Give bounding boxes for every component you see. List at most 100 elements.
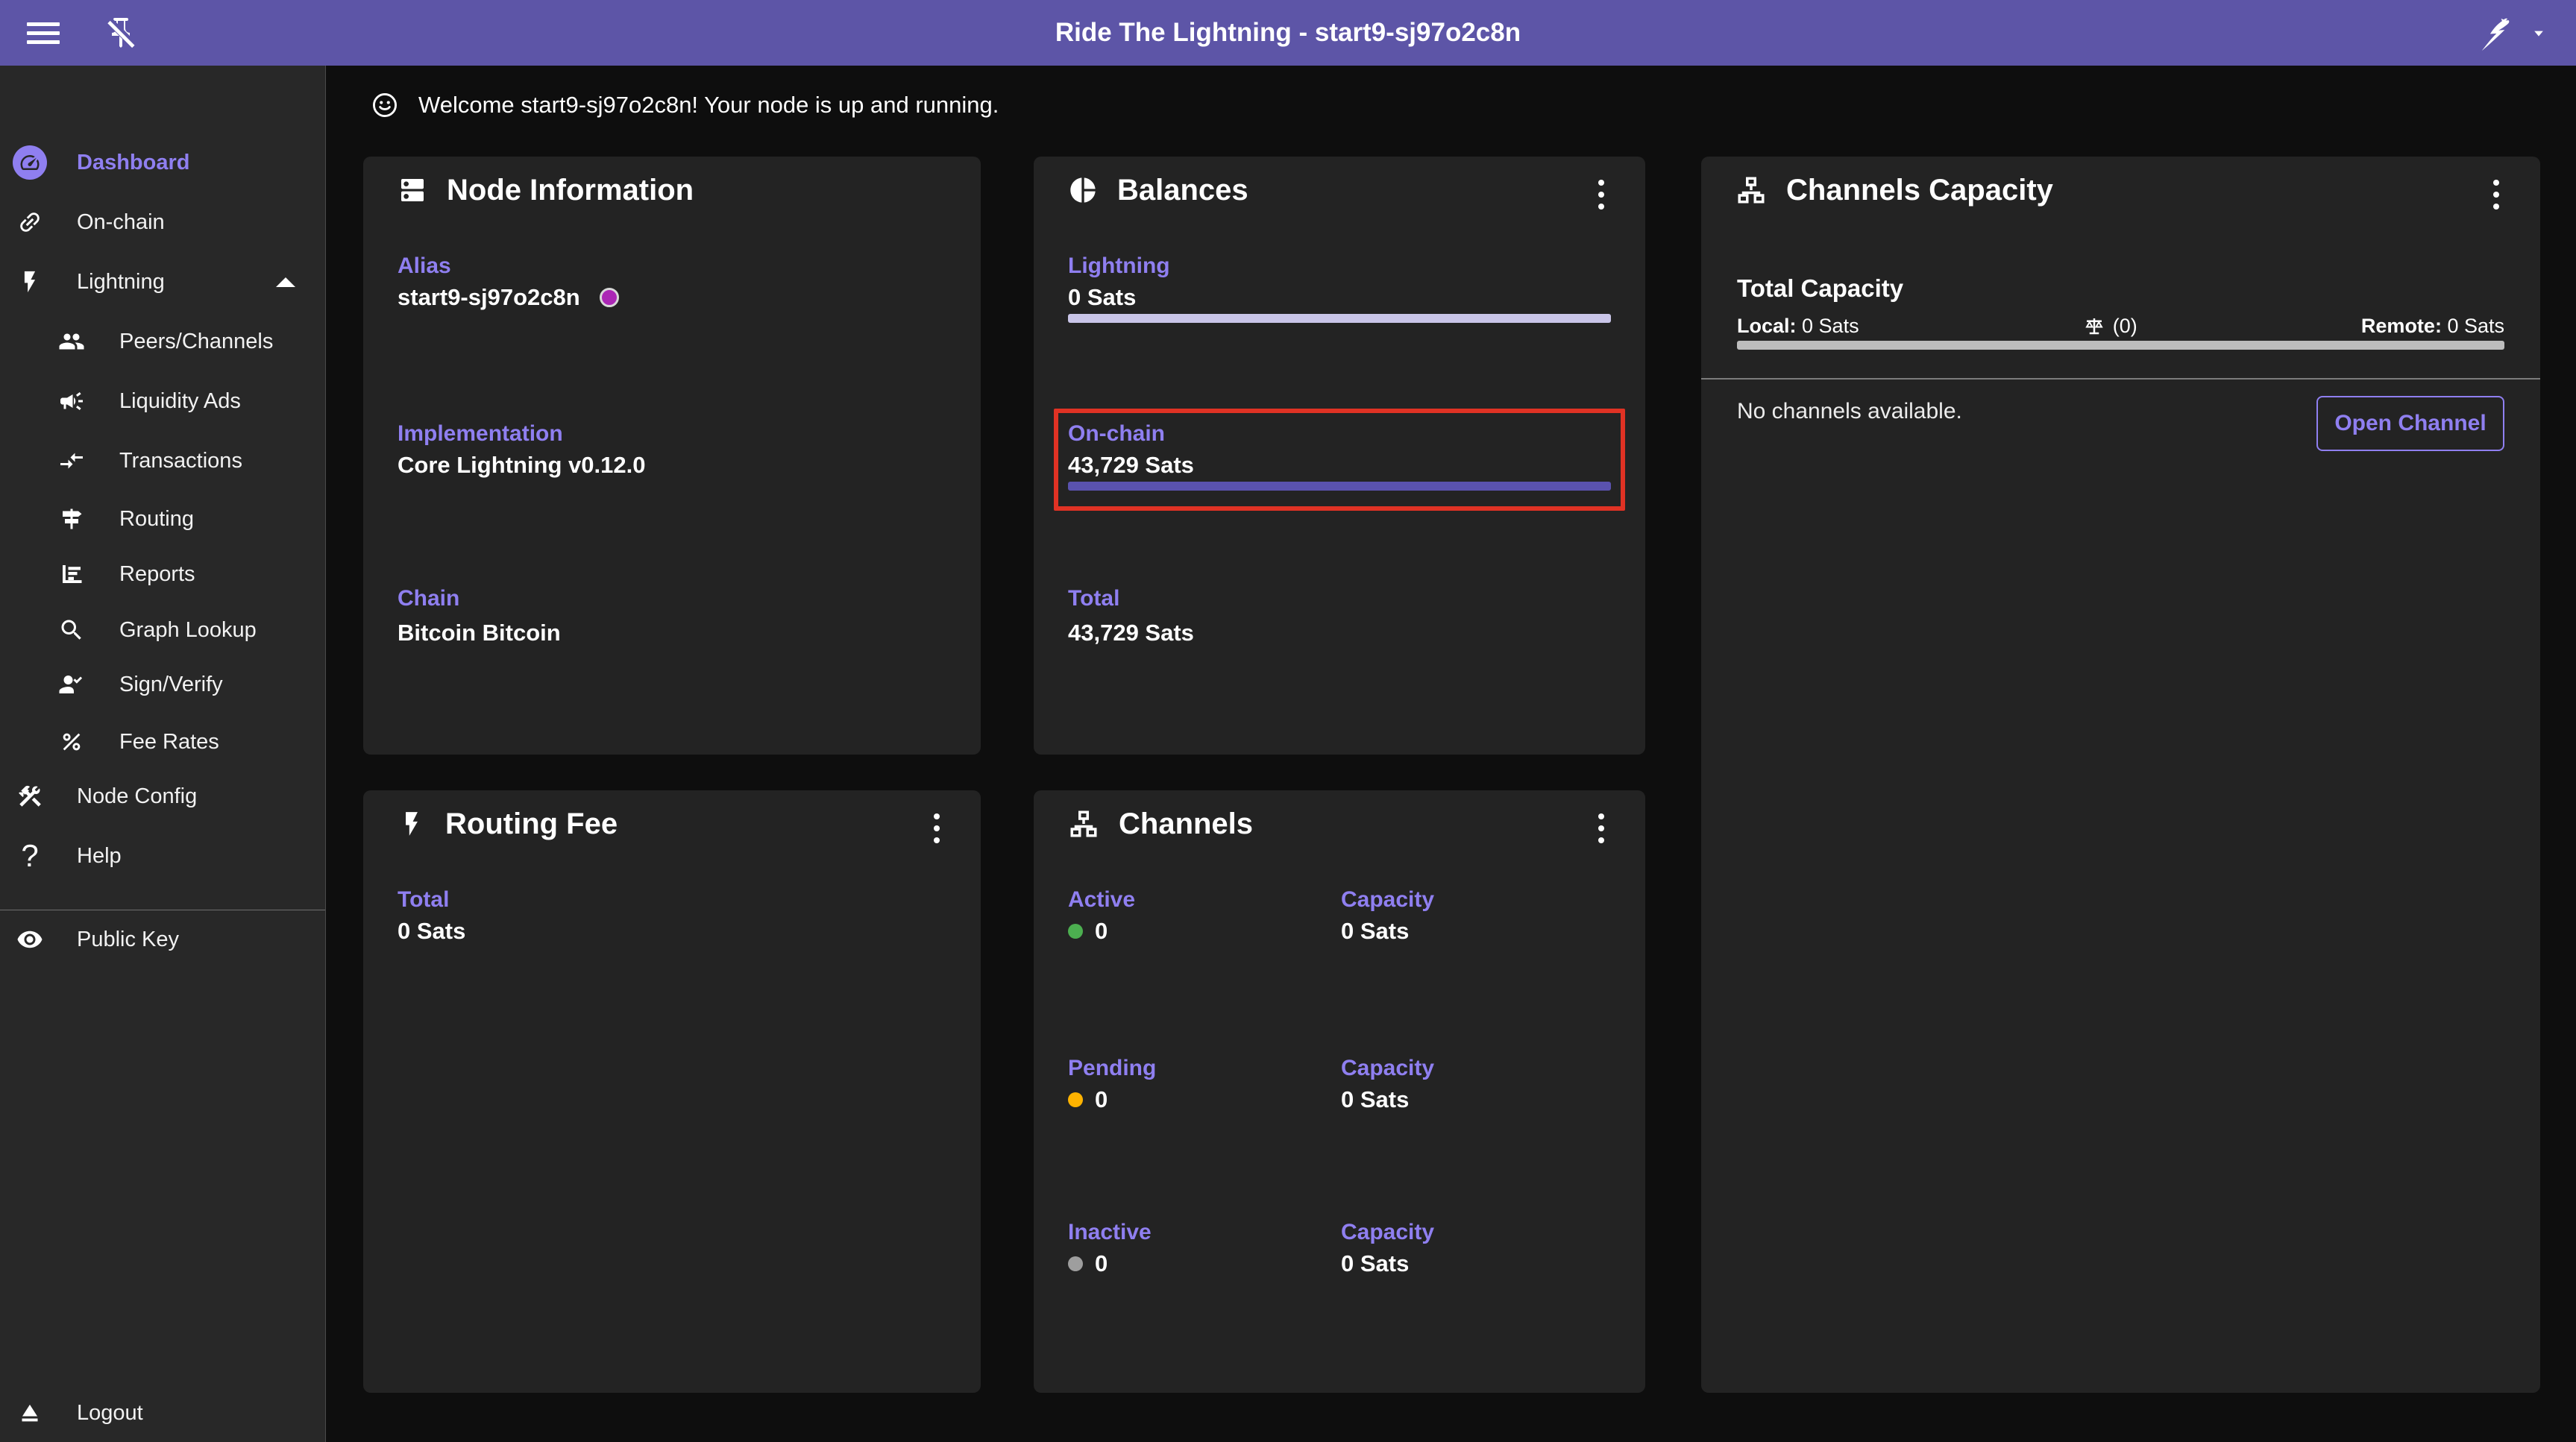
- percent-icon: [58, 728, 85, 755]
- inactive-channels-count: 0: [1068, 1248, 1108, 1279]
- balance-scale-icon: [2083, 315, 2105, 337]
- sidebar-item-label: Public Key: [77, 927, 180, 951]
- lightning-bolt-icon: [398, 810, 426, 838]
- chevron-up-icon: [276, 277, 295, 287]
- sidebar-item-label: Dashboard: [77, 150, 190, 174]
- sidebar-item-graph-lookup[interactable]: Graph Lookup: [0, 601, 325, 659]
- capacity-value: 0 Sats: [1341, 918, 1410, 944]
- capacity-row: Local: 0 Sats (0) Remote: 0 Sats: [1737, 311, 2504, 341]
- sidebar-item-label: Sign/Verify: [119, 672, 223, 696]
- capacity-bar: [1737, 341, 2504, 350]
- network-schema-icon: [1735, 174, 1767, 206]
- card-title: Balances: [1117, 173, 1248, 207]
- sidebar-item-routing[interactable]: Routing: [0, 490, 325, 548]
- sidebar-item-label: Graph Lookup: [119, 617, 257, 642]
- menu-toggle-button[interactable]: [27, 16, 61, 49]
- sidebar-item-reports[interactable]: Reports: [0, 545, 325, 603]
- lightning-balance-value: 0 Sats: [1068, 284, 1137, 310]
- sidebar-item-logout[interactable]: Logout: [0, 1384, 325, 1442]
- card-title: Node Information: [447, 173, 694, 207]
- page-title: Ride The Lightning - start9-sj97o2c8n: [1055, 18, 1521, 47]
- server-icon: [398, 175, 427, 205]
- capacity-label: Capacity: [1341, 887, 1435, 912]
- card-divider: [1701, 378, 2540, 380]
- balances-card: Balances Lightning 0 Sats On-chain 43,72…: [1034, 157, 1645, 755]
- dashboard-icon: [13, 145, 47, 180]
- inactive-channels-label: Inactive: [1068, 1220, 1152, 1244]
- sidebar-item-label: Node Config: [77, 784, 198, 808]
- routing-fee-total-label: Total: [398, 887, 450, 912]
- total-capacity-heading: Total Capacity: [1737, 274, 1904, 302]
- question-mark-icon: ?: [21, 838, 39, 873]
- sidebar-item-fee-rates[interactable]: Fee Rates: [0, 713, 325, 771]
- implementation-value: Core Lightning v0.12.0: [398, 452, 646, 478]
- lightning-bolt-icon: [16, 268, 43, 295]
- pin-off-icon[interactable]: [103, 15, 139, 51]
- no-channels-text: No channels available.: [1737, 399, 1962, 424]
- node-information-card: Node Information Alias start9-sj97o2c8n …: [363, 157, 981, 755]
- channels-menu-button[interactable]: [1584, 807, 1618, 850]
- sidebar: Dashboard On-chain Lightning Peers/Chann…: [0, 66, 326, 1442]
- open-channel-button[interactable]: Open Channel: [2316, 396, 2504, 451]
- chain-label: Chain: [398, 586, 460, 611]
- active-channels-label: Active: [1068, 887, 1136, 912]
- bar-chart-icon: [58, 561, 85, 588]
- sidebar-item-dashboard[interactable]: Dashboard: [0, 133, 325, 192]
- chevron-down-icon: [2528, 22, 2549, 43]
- status-dot: [1068, 924, 1083, 939]
- link-icon: [16, 209, 43, 236]
- routing-fee-menu-button[interactable]: [920, 807, 954, 850]
- account-menu-button[interactable]: [2478, 10, 2549, 55]
- sidebar-item-label: Reports: [119, 561, 195, 586]
- card-title: Channels Capacity: [1786, 173, 2053, 207]
- network-schema-icon: [1068, 808, 1099, 840]
- lightning-balance-bar: [1068, 314, 1611, 323]
- sidebar-item-lightning[interactable]: Lightning: [0, 253, 325, 311]
- routing-fee-card: Routing Fee Total 0 Sats: [363, 790, 981, 1393]
- channels-capacity-card: Channels Capacity Total Capacity Local: …: [1701, 157, 2540, 1393]
- alias-color-dot[interactable]: [599, 288, 619, 307]
- sidebar-item-peers-channels[interactable]: Peers/Channels: [0, 312, 325, 371]
- channels-capacity-menu-button[interactable]: [2479, 173, 2513, 216]
- sidebar-item-label: Logout: [77, 1400, 143, 1425]
- sidebar-item-liquidity-ads[interactable]: Liquidity Ads: [0, 372, 325, 430]
- balance-score: (0): [2083, 315, 2137, 338]
- sidebar-item-help[interactable]: ? Help: [0, 827, 325, 885]
- signpost-icon: [58, 506, 85, 532]
- sidebar-item-label: Transactions: [119, 448, 242, 473]
- eye-icon: [16, 926, 43, 953]
- card-title: Routing Fee: [445, 807, 618, 840]
- chain-value: Bitcoin Bitcoin: [398, 620, 561, 646]
- sidebar-item-sign-verify[interactable]: Sign/Verify: [0, 655, 325, 714]
- sidebar-item-label: Routing: [119, 506, 194, 531]
- rtl-logo-icon: [2478, 12, 2516, 54]
- app-header: Ride The Lightning - start9-sj97o2c8n: [0, 0, 2576, 66]
- sidebar-item-label: Peers/Channels: [119, 329, 274, 353]
- megaphone-icon: [58, 388, 85, 415]
- capacity-value: 0 Sats: [1341, 1086, 1410, 1112]
- tools-icon: [16, 783, 43, 810]
- sidebar-item-on-chain[interactable]: On-chain: [0, 193, 325, 251]
- sidebar-item-node-config[interactable]: Node Config: [0, 767, 325, 825]
- sidebar-item-public-key[interactable]: Public Key: [0, 910, 325, 969]
- channels-card: Channels Active 0 Capacity 0 Sats Pendin…: [1034, 790, 1645, 1393]
- alias-value: start9-sj97o2c8n: [398, 282, 619, 313]
- remote-capacity: Remote: 0 Sats: [2360, 314, 2504, 337]
- peers-group-icon: [58, 328, 85, 355]
- capacity-label: Capacity: [1341, 1220, 1435, 1244]
- local-capacity: Local: 0 Sats: [1737, 314, 1859, 337]
- status-dot: [1068, 1092, 1083, 1107]
- lightning-balance-label: Lightning: [1068, 254, 1170, 278]
- alias-label: Alias: [398, 254, 451, 278]
- status-dot: [1068, 1256, 1083, 1271]
- sidebar-item-transactions[interactable]: Transactions: [0, 432, 325, 490]
- person-check-icon: [58, 671, 85, 698]
- balances-menu-button[interactable]: [1584, 173, 1618, 216]
- pie-chart-icon: [1068, 175, 1098, 205]
- welcome-banner: Welcome start9-sj97o2c8n! Your node is u…: [371, 86, 999, 124]
- pending-channels-label: Pending: [1068, 1056, 1157, 1080]
- smiley-icon: [371, 91, 399, 119]
- pending-channels-count: 0: [1068, 1084, 1108, 1115]
- sidebar-item-label: Help: [77, 843, 122, 868]
- search-icon: [58, 617, 85, 643]
